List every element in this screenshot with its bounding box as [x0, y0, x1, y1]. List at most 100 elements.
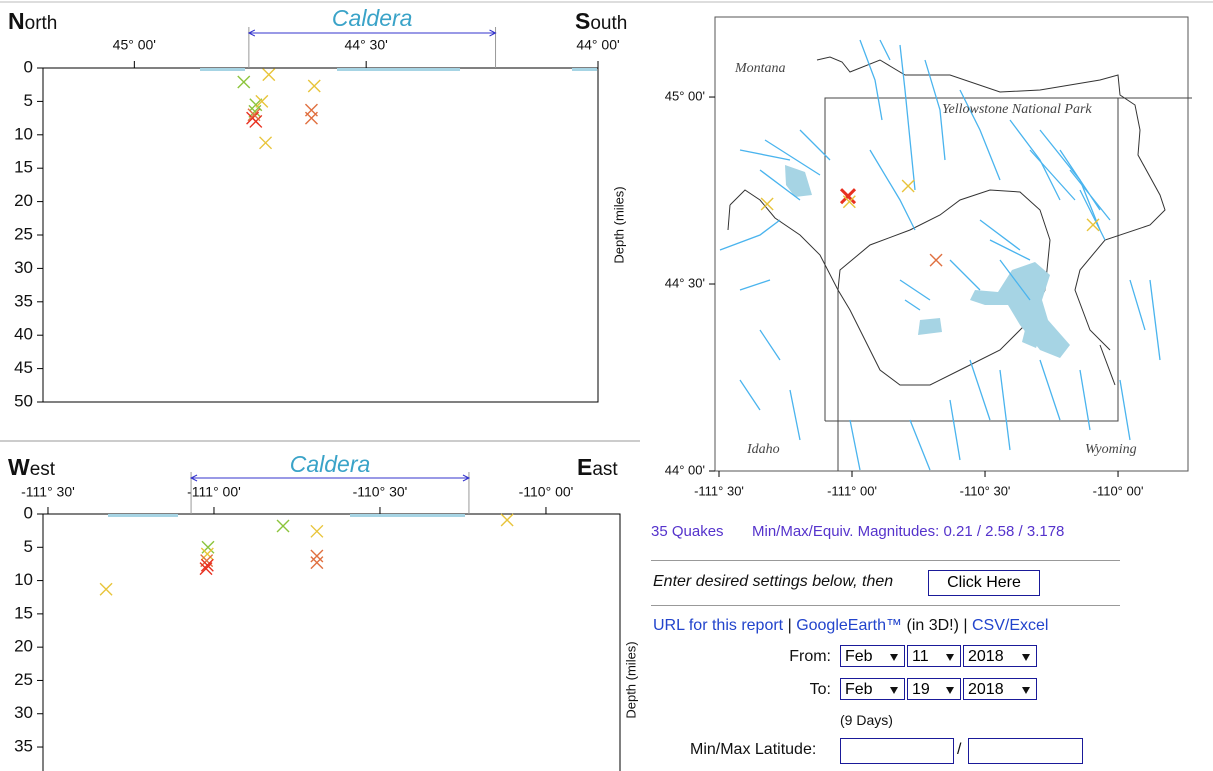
- quake-marker: [929, 253, 943, 267]
- caldera-bracket: [247, 29, 497, 37]
- map-geography: [714, 16, 1192, 472]
- to-month[interactable]: Feb: [840, 678, 905, 700]
- max-latitude[interactable]: [968, 738, 1083, 764]
- plot-frame: [42, 67, 599, 403]
- select-value: 2018: [968, 648, 1004, 665]
- y-tick-label: 35: [14, 737, 33, 756]
- from-month[interactable]: Feb: [840, 645, 905, 667]
- plot-frame: [42, 513, 621, 771]
- x-tick-label: -111° 30': [21, 484, 75, 500]
- y-tick-label: 5: [24, 91, 33, 110]
- to-year[interactable]: 2018: [963, 678, 1037, 700]
- y-tick-label: 30: [14, 258, 33, 277]
- report-link[interactable]: URL for this report: [653, 617, 784, 634]
- from-label: From:: [789, 648, 831, 665]
- y-tick-label: 0: [24, 57, 33, 76]
- quake-marker: [99, 582, 113, 596]
- quake-marker: [310, 524, 324, 538]
- y-tick-label: 20: [14, 191, 33, 210]
- magnitudes: Min/Max/Equiv. Magnitudes: 0.21 / 2.58 /…: [752, 523, 1065, 540]
- quake-marker: [199, 562, 213, 576]
- quake-marker: [760, 197, 774, 211]
- select-value: 19: [912, 681, 930, 698]
- quake-marker: [310, 556, 324, 570]
- quake-marker: [901, 179, 915, 193]
- y-tick-label: 50: [14, 391, 33, 410]
- submit-button[interactable]: Click Here: [928, 570, 1040, 596]
- map-label: Idaho: [746, 442, 780, 457]
- section-label: North: [8, 8, 58, 34]
- quake-marker: [839, 188, 857, 205]
- y-tick-label: 5: [24, 537, 33, 556]
- quake-marker: [842, 195, 856, 209]
- y-tick-label: 30: [14, 703, 33, 722]
- rule: [651, 605, 1120, 606]
- y-tick-label: 25: [14, 224, 33, 243]
- quake-count: 35 Quakes: [651, 523, 724, 540]
- csv-link[interactable]: CSV/Excel: [972, 617, 1049, 634]
- y-tick-label: 44° 00': [665, 462, 705, 477]
- duration: (9 Days): [840, 712, 893, 728]
- quake-marker: [259, 136, 273, 150]
- y-tick-label: 10: [14, 570, 33, 589]
- quake-marker: [200, 558, 214, 572]
- latitude-label: Min/Max Latitude:: [690, 741, 817, 758]
- quake-marker: [1086, 218, 1100, 232]
- to-day[interactable]: 19: [907, 678, 961, 700]
- from-day[interactable]: 11: [907, 645, 961, 667]
- y-tick-label: 40: [14, 325, 33, 344]
- caldera-label: Caldera: [290, 451, 371, 477]
- select-value: 11: [912, 648, 929, 665]
- y-tick-label: 45: [14, 358, 33, 377]
- to-label: To:: [809, 681, 831, 698]
- map-label: Wyoming: [1085, 442, 1137, 457]
- googleearth-link[interactable]: GoogleEarth™: [796, 617, 903, 634]
- select-value: 2018: [968, 681, 1004, 698]
- divider: |: [787, 617, 792, 634]
- quake-marker: [248, 104, 262, 118]
- y-tick-label: 10: [14, 124, 33, 143]
- caldera-bracket: [189, 474, 471, 482]
- x-tick-label: 44° 30': [345, 37, 388, 53]
- quake-marker: [276, 519, 290, 533]
- quake-marker: [310, 549, 324, 563]
- divider: |: [963, 617, 968, 634]
- x-tick-label: -111° 30': [694, 483, 744, 498]
- quake-marker: [201, 540, 215, 554]
- links-row: URL for this report | GoogleEarth™ (in 3…: [653, 617, 1048, 635]
- note: (in 3D!): [906, 617, 959, 634]
- prompt: Enter desired settings below, then: [653, 573, 894, 590]
- y-tick-label: 45° 00': [665, 88, 705, 103]
- quake-marker: [262, 68, 276, 82]
- y-tick-label: 15: [14, 603, 33, 622]
- select-value: Feb: [845, 648, 873, 665]
- map-label: Yellowstone National Park: [942, 102, 1092, 117]
- y-axis-label: Depth (miles): [623, 641, 638, 718]
- section-label: East: [577, 454, 618, 480]
- select-value: Feb: [845, 681, 873, 698]
- x-tick-label: -111° 00': [827, 483, 877, 498]
- y-tick-label: 20: [14, 637, 33, 656]
- quake-marker: [307, 79, 321, 93]
- x-tick-label: -110° 30': [353, 484, 408, 500]
- y-tick-label: 25: [14, 670, 33, 689]
- y-tick-label: 35: [14, 291, 33, 310]
- section-label: South: [575, 8, 628, 34]
- caldera-label: Caldera: [332, 5, 413, 31]
- separator-text: /: [957, 741, 962, 758]
- min-latitude[interactable]: [840, 738, 954, 764]
- quake-marker: [200, 547, 214, 561]
- lake-bars: [108, 68, 597, 517]
- x-tick-label: 45° 00': [113, 37, 156, 53]
- x-tick-label: 44° 00': [576, 37, 619, 53]
- x-tick-label: -111° 00': [187, 484, 241, 500]
- y-tick-label: 44° 30': [665, 275, 705, 290]
- quake-marker: [247, 108, 261, 122]
- quake-marker: [255, 94, 269, 108]
- from-year[interactable]: 2018: [963, 645, 1037, 667]
- y-tick-label: 15: [14, 158, 33, 177]
- map-label: Montana: [734, 61, 786, 76]
- x-tick-label: -110° 00': [519, 484, 574, 500]
